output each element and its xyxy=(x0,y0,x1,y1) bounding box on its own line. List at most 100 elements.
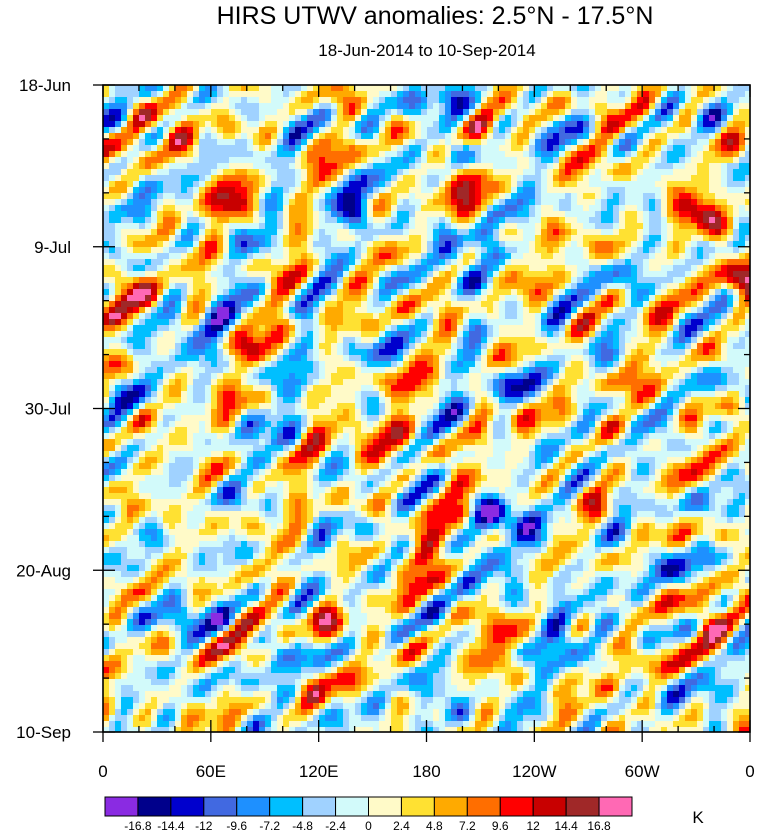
field-cell xyxy=(151,85,158,92)
field-cell xyxy=(385,313,392,320)
field-cell xyxy=(301,181,308,188)
field-cell xyxy=(259,349,266,356)
field-cell xyxy=(247,277,254,284)
field-cell xyxy=(193,295,200,302)
field-cell xyxy=(307,301,314,308)
field-cell xyxy=(259,181,266,188)
field-cell xyxy=(547,319,554,326)
field-cell xyxy=(643,223,650,230)
field-cell xyxy=(397,289,404,296)
field-cell xyxy=(649,175,656,182)
field-cell xyxy=(553,133,560,140)
field-cell xyxy=(493,223,500,230)
field-cell xyxy=(595,241,602,248)
field-cell xyxy=(673,241,680,248)
field-cell xyxy=(589,127,596,134)
field-cell xyxy=(481,265,488,272)
field-cell xyxy=(313,199,320,206)
field-cell xyxy=(553,217,560,224)
field-cell xyxy=(235,187,242,194)
field-cell xyxy=(445,109,452,116)
field-cell xyxy=(643,259,650,266)
field-cell xyxy=(433,91,440,98)
field-cell xyxy=(391,247,398,254)
field-cell xyxy=(175,265,182,272)
field-cell xyxy=(169,283,176,290)
field-cell xyxy=(211,313,218,320)
field-cell xyxy=(511,85,518,92)
field-cell xyxy=(115,145,122,152)
field-cell xyxy=(229,295,236,302)
field-cell xyxy=(487,97,494,104)
field-cell xyxy=(307,169,314,176)
field-cell xyxy=(469,331,476,338)
field-cell xyxy=(193,169,200,176)
field-cell xyxy=(127,133,134,140)
field-cell xyxy=(241,97,248,104)
field-cell xyxy=(583,289,590,296)
field-cell xyxy=(223,115,230,122)
field-cell xyxy=(421,139,428,146)
field-cell xyxy=(697,139,704,146)
field-cell xyxy=(301,187,308,194)
field-cell xyxy=(103,313,110,320)
field-cell xyxy=(319,145,326,152)
field-cell xyxy=(181,265,188,272)
field-cell xyxy=(421,91,428,98)
field-cell xyxy=(583,343,590,350)
field-cell xyxy=(469,199,476,206)
field-cell xyxy=(637,133,644,140)
field-cell xyxy=(271,145,278,152)
field-cell xyxy=(325,355,332,362)
field-cell xyxy=(259,289,266,296)
field-cell xyxy=(685,169,692,176)
field-cell xyxy=(121,349,128,356)
field-cell xyxy=(631,133,638,140)
field-cell xyxy=(439,211,446,218)
field-cell xyxy=(103,307,110,314)
field-cell xyxy=(499,169,506,176)
field-cell xyxy=(697,301,704,308)
field-cell xyxy=(691,271,698,278)
field-cell xyxy=(427,319,434,326)
field-cell xyxy=(223,127,230,134)
field-cell xyxy=(277,283,284,290)
field-cell xyxy=(547,199,554,206)
field-cell xyxy=(511,115,518,122)
field-cell xyxy=(367,235,374,242)
field-cell xyxy=(223,319,230,326)
field-cell xyxy=(643,349,650,356)
field-cell xyxy=(361,97,368,104)
field-cell xyxy=(403,343,410,350)
field-cell xyxy=(661,271,668,278)
field-cell xyxy=(385,211,392,218)
field-cell xyxy=(547,175,554,182)
field-cell xyxy=(631,265,638,272)
chart-subtitle: 18-Jun-2014 to 10-Sep-2014 xyxy=(318,41,535,60)
field-cell xyxy=(697,181,704,188)
field-cell xyxy=(481,229,488,236)
field-cell xyxy=(187,265,194,272)
field-cell xyxy=(409,319,416,326)
field-cell xyxy=(379,205,386,212)
field-cell xyxy=(397,313,404,320)
field-cell xyxy=(565,211,572,218)
field-cell xyxy=(271,325,278,332)
field-cell xyxy=(181,145,188,152)
field-cell xyxy=(169,343,176,350)
field-cell xyxy=(589,301,596,308)
field-cell xyxy=(571,157,578,164)
field-cell xyxy=(409,301,416,308)
field-cell xyxy=(163,205,170,212)
field-cell xyxy=(277,163,284,170)
field-cell xyxy=(457,277,464,284)
field-cell xyxy=(397,109,404,116)
field-cell xyxy=(481,121,488,128)
field-cell xyxy=(301,193,308,200)
field-cell xyxy=(643,193,650,200)
field-cell xyxy=(487,85,494,92)
field-cell xyxy=(631,271,638,278)
field-cell xyxy=(541,325,548,332)
field-cell xyxy=(709,181,716,188)
field-cell xyxy=(499,163,506,170)
